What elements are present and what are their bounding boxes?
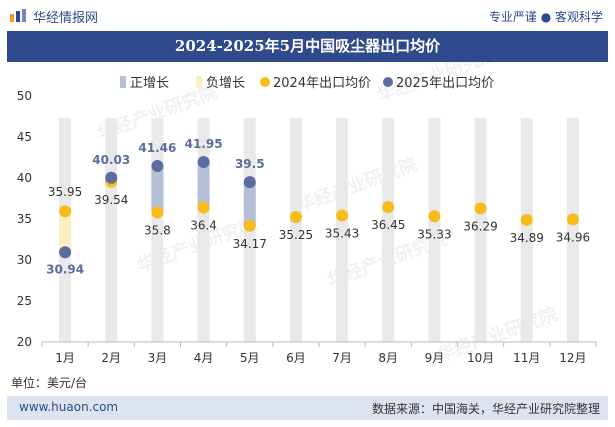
y-tick-label: 35	[17, 212, 32, 226]
x-tick-label: 4月	[194, 351, 214, 365]
y-tick-label: 45	[17, 130, 32, 144]
x-tick-label: 8月	[378, 351, 398, 365]
column-background	[289, 118, 302, 342]
point-2024	[566, 213, 579, 226]
x-tick-label: 7月	[332, 351, 352, 365]
point-2024	[474, 202, 487, 215]
footer: www.huaon.com 数据来源：中国海关，华经产业研究院整理	[7, 396, 608, 420]
legend-label-2025: 2025年出口均价	[396, 76, 494, 91]
title-bar: 2024-2025年5月中国吸尘器出口均价	[7, 31, 608, 62]
column-background	[382, 118, 395, 342]
point-2025	[243, 176, 256, 189]
data-label-2024: 39.54	[94, 193, 128, 207]
chart-title: 2024-2025年5月中国吸尘器出口均价	[174, 37, 441, 55]
point-2025	[151, 160, 164, 173]
x-tick-label: 6月	[286, 351, 306, 365]
grid: 20 25 30 35 40 45 50	[17, 89, 32, 349]
column-background	[336, 118, 349, 342]
data-label-2024: 35.8	[144, 223, 171, 237]
point-2024	[197, 201, 210, 214]
data-label-2024: 34.89	[510, 231, 544, 245]
point-2024	[59, 205, 72, 218]
legend-marker-2025	[383, 77, 393, 87]
data-label-2024: 35.95	[48, 185, 82, 199]
data-label-2024: 35.25	[279, 228, 313, 242]
column-background	[474, 118, 487, 342]
increase-bar	[151, 166, 164, 213]
unit-label: 单位：美元/台	[11, 376, 88, 390]
watermark-text: 华经产业研究院	[434, 303, 560, 367]
decrease-bar	[59, 211, 72, 253]
data-label-2025: 30.94	[46, 262, 84, 276]
data-points	[59, 156, 579, 259]
logo-icon	[10, 9, 26, 22]
data-label-2025: 39.5	[235, 157, 265, 171]
x-tick-label: 9月	[425, 351, 445, 365]
chart: 华经产业研究院华经产业研究院华经产业研究院华经产业研究院华经产业研究院华经产业研…	[17, 62, 597, 367]
column-backgrounds	[59, 118, 579, 342]
x-tick-label: 11月	[513, 351, 540, 365]
x-tick-label: 10月	[467, 351, 494, 365]
y-tick-label: 25	[17, 294, 32, 308]
point-2025	[59, 246, 72, 259]
column-background	[105, 118, 118, 342]
column-background	[566, 118, 579, 342]
legend-swatch-increase	[120, 76, 126, 88]
y-tick-label: 20	[17, 335, 32, 349]
axes: 1月 2月 3月 4月 5月 6月 7月 8月 9月 10月 11月 12月	[41, 341, 597, 365]
x-tick-label: 12月	[559, 351, 586, 365]
brand-name: 华经情报网	[33, 11, 99, 26]
y-tick-label: 40	[17, 171, 32, 185]
data-label-2024: 34.17	[233, 237, 267, 251]
point-2025	[197, 156, 210, 169]
point-2024	[520, 213, 533, 226]
point-2024	[428, 210, 441, 223]
data-label-2024: 36.29	[463, 219, 497, 233]
increase-bar	[197, 162, 210, 208]
data-label-2024: 34.96	[556, 230, 590, 244]
data-label-2025: 40.03	[92, 153, 130, 167]
x-tick-label: 1月	[55, 351, 75, 365]
x-tick-label: 3月	[148, 351, 168, 365]
y-tick-label: 30	[17, 253, 32, 267]
watermark-layer: 华经产业研究院华经产业研究院华经产业研究院华经产业研究院华经产业研究院华经产业研…	[94, 62, 560, 367]
point-2025	[105, 171, 118, 184]
point-2024	[151, 206, 164, 219]
legend-swatch-decrease	[196, 76, 202, 88]
point-2024	[243, 219, 256, 232]
legend-label-increase: 正增长	[130, 76, 169, 91]
data-labels: 35.95 39.54 35.8 36.4 34.17 35.25 35.43 36.45 35…	[46, 137, 590, 276]
top-bar: 华经情报网 专业严谨 ● 客观科学	[0, 0, 615, 30]
data-label-2024: 35.43	[325, 226, 359, 240]
x-tick-label: 5月	[240, 351, 260, 365]
legend-label-decrease: 负增长	[206, 76, 245, 91]
point-2024	[289, 210, 302, 223]
legend-marker-2024	[260, 77, 270, 87]
point-2024	[336, 209, 349, 222]
site-url[interactable]: www.huaon.com	[19, 400, 119, 414]
data-source: 数据来源：中国海关，华经产业研究院整理	[371, 402, 600, 416]
data-label-2024: 36.45	[371, 218, 405, 232]
y-tick-label: 50	[17, 89, 32, 103]
column-background	[428, 118, 441, 342]
data-label-2024: 35.33	[417, 227, 451, 241]
column-background	[520, 118, 533, 342]
legend-label-2024: 2024年出口均价	[273, 76, 371, 91]
slogan: 专业严谨 ● 客观科学	[488, 10, 603, 24]
watermark-text: 华经产业研究院	[294, 153, 420, 217]
data-label-2025: 41.95	[185, 137, 223, 151]
increase-bar	[243, 182, 256, 226]
point-2024	[382, 201, 395, 214]
legend: 正增长 负增长 2024年出口均价 2025年出口均价	[120, 76, 494, 91]
data-label-2025: 41.46	[138, 141, 176, 155]
data-label-2024: 36.4	[190, 219, 217, 233]
x-tick-label: 2月	[101, 351, 121, 365]
